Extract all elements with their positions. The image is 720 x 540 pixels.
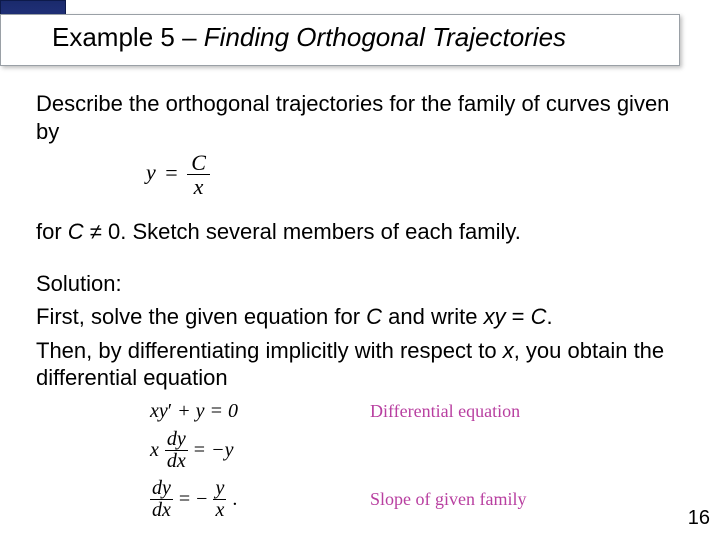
solution-line-2: Then, by differentiating implicitly with… (36, 337, 686, 392)
equation-block: xy′ + y = 0 Differential equation x dy d… (150, 400, 690, 527)
equation-row-3: dy dx = − y x . Slope of given family (150, 478, 690, 521)
family-equation: y = C x (146, 151, 686, 198)
page-title: Example 5 – Finding Orthogonal Trajector… (52, 22, 566, 53)
title-topic: Finding Orthogonal Trajectories (204, 22, 566, 52)
equation-row-2: x dy dx = −y (150, 429, 690, 472)
eq-fraction: C x (187, 151, 210, 198)
eq3-equals: = (179, 488, 190, 511)
eq2-x: x (150, 439, 159, 462)
eq3-neg: − (196, 488, 207, 511)
eq3-frac: y x (213, 478, 226, 521)
intro-paragraph: Describe the orthogonal trajectories for… (36, 90, 686, 145)
example-number: 5 (160, 22, 174, 52)
body-content: Describe the orthogonal trajectories for… (36, 90, 686, 398)
solution-label: Solution: (36, 270, 686, 298)
example-label: Example (52, 22, 153, 52)
eq2-rhs: −y (211, 439, 233, 462)
eq-numerator: C (187, 151, 210, 175)
eq2-equals: = (194, 439, 205, 462)
eq3-dot: . (232, 488, 237, 511)
equation-row-1: xy′ + y = 0 Differential equation (150, 400, 690, 423)
condition-paragraph: for C ≠ 0. Sketch several members of eac… (36, 218, 686, 246)
page-number: 16 (688, 507, 710, 530)
eq3-dydx: dy dx (150, 478, 173, 521)
solution-line-1: First, solve the given equation for C an… (36, 303, 686, 331)
eq-equals: = (161, 160, 181, 185)
eq-lhs: y (146, 160, 156, 185)
annotation-differential-equation: Differential equation (370, 401, 520, 422)
annotation-slope: Slope of given family (370, 489, 526, 510)
eq2-dydx: dy dx (165, 429, 188, 472)
eq-denominator: x (187, 175, 210, 198)
title-dash: – (182, 22, 196, 52)
